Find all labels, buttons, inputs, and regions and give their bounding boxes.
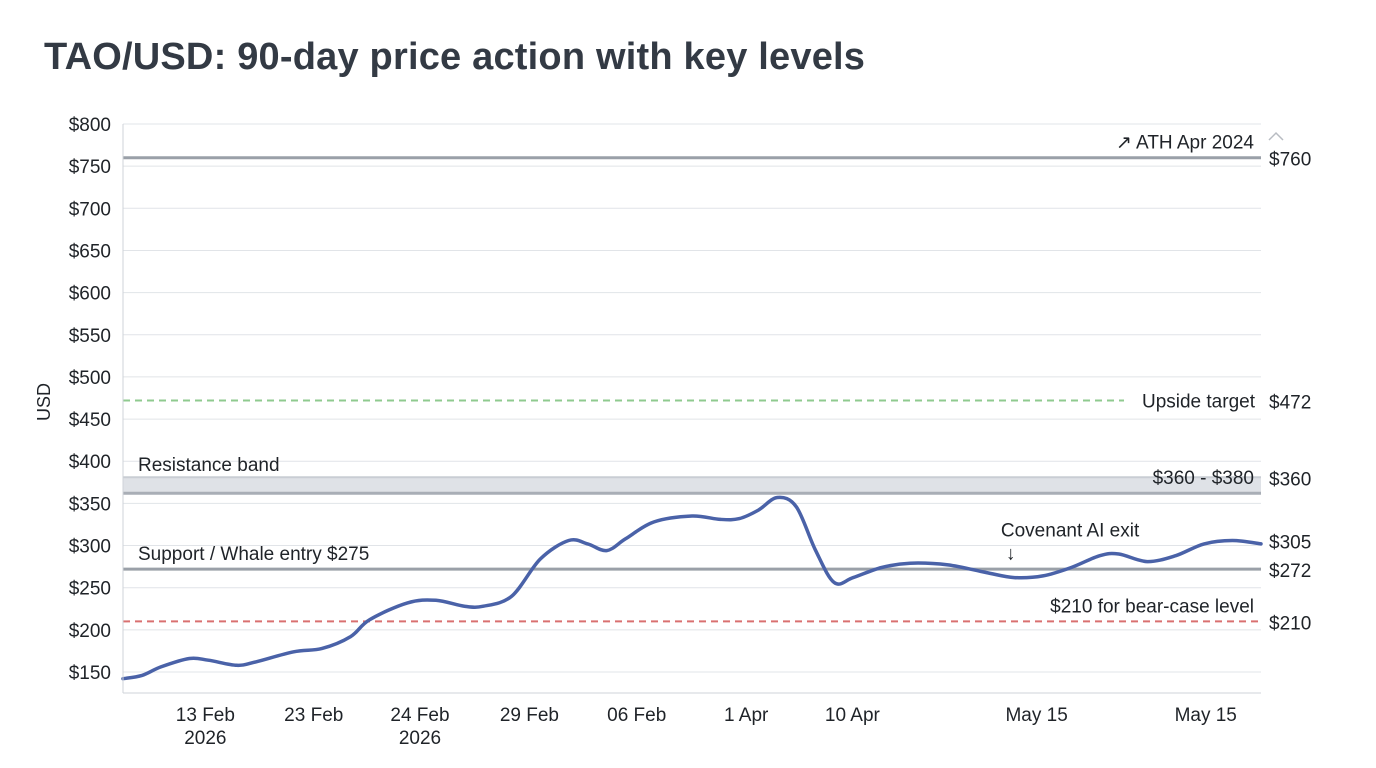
- x-tick-label: 10 Apr: [825, 705, 881, 726]
- y-tick-label: $600: [69, 284, 111, 305]
- down-arrow-icon: ↓: [1006, 543, 1016, 564]
- level-right-label: $272: [1269, 561, 1311, 582]
- x-tick-label: 2026: [184, 728, 226, 749]
- y-tick-labels: $150 $200 $250 $300 $350 $400 $450 $500 $550 $600…: [69, 115, 111, 684]
- y-tick-label: $400: [69, 452, 111, 473]
- gridlines: [123, 123, 1261, 673]
- y-tick-label: $500: [69, 368, 111, 389]
- x-tick-label: May 15: [1175, 705, 1237, 726]
- y-tick-label: $650: [69, 241, 111, 262]
- axes: [122, 124, 1261, 694]
- x-tick-label: May 15: [1005, 705, 1067, 726]
- y-axis-label: USD: [34, 383, 54, 421]
- chart-title: TAO/USD: 90-day price action with key le…: [44, 36, 866, 78]
- level-inline-label: ↗ ATH Apr 2024: [1116, 133, 1255, 154]
- level-inline-label: Support / Whale entry $275: [138, 544, 369, 565]
- resistance-band-right-label: $360: [1269, 469, 1311, 490]
- price-line: [121, 495, 1263, 681]
- x-tick-label: 2026: [399, 728, 441, 749]
- chevron-up-icon: [1268, 131, 1284, 141]
- resistance-band-fill: [123, 477, 1261, 494]
- level-labels: Resistance band $360 - $380 $360 $760 ↗ ATH …: [138, 133, 1311, 635]
- x-tick-label: 1 Apr: [724, 705, 769, 726]
- x-tick-label: 06 Feb: [607, 705, 666, 726]
- y-tick-label: $300: [69, 537, 111, 558]
- y-tick-label: $150: [69, 663, 111, 684]
- y-tick-label: $800: [69, 115, 111, 136]
- current-price-label: $305: [1269, 532, 1311, 553]
- y-tick-label: $350: [69, 494, 111, 515]
- y-tick-label: $700: [69, 199, 111, 220]
- annotation-text: Covenant AI exit: [1001, 520, 1140, 541]
- level-inline-label: Upside target: [1142, 392, 1256, 413]
- resistance-band: [123, 476, 1261, 495]
- y-tick-label: $450: [69, 410, 111, 431]
- resistance-band-label: Resistance band: [138, 455, 280, 476]
- price-series: [121, 495, 1263, 681]
- y-tick-label: $550: [69, 326, 111, 347]
- level-right-label: $472: [1269, 393, 1311, 414]
- x-tick-label: 13 Feb: [176, 705, 235, 726]
- level-right-label: $210: [1269, 613, 1311, 634]
- level-right-label: $760: [1269, 150, 1311, 171]
- level-inline-label: $210 for bear-case level: [1050, 596, 1254, 617]
- y-tick-label: $750: [69, 157, 111, 178]
- x-tick-label: 23 Feb: [284, 705, 343, 726]
- x-tick-label: 24 Feb: [390, 705, 449, 726]
- y-tick-label: $250: [69, 579, 111, 600]
- resistance-band-range-label: $360 - $380: [1153, 468, 1254, 489]
- y-tick-label: $200: [69, 621, 111, 642]
- x-tick-label: 29 Feb: [500, 705, 559, 726]
